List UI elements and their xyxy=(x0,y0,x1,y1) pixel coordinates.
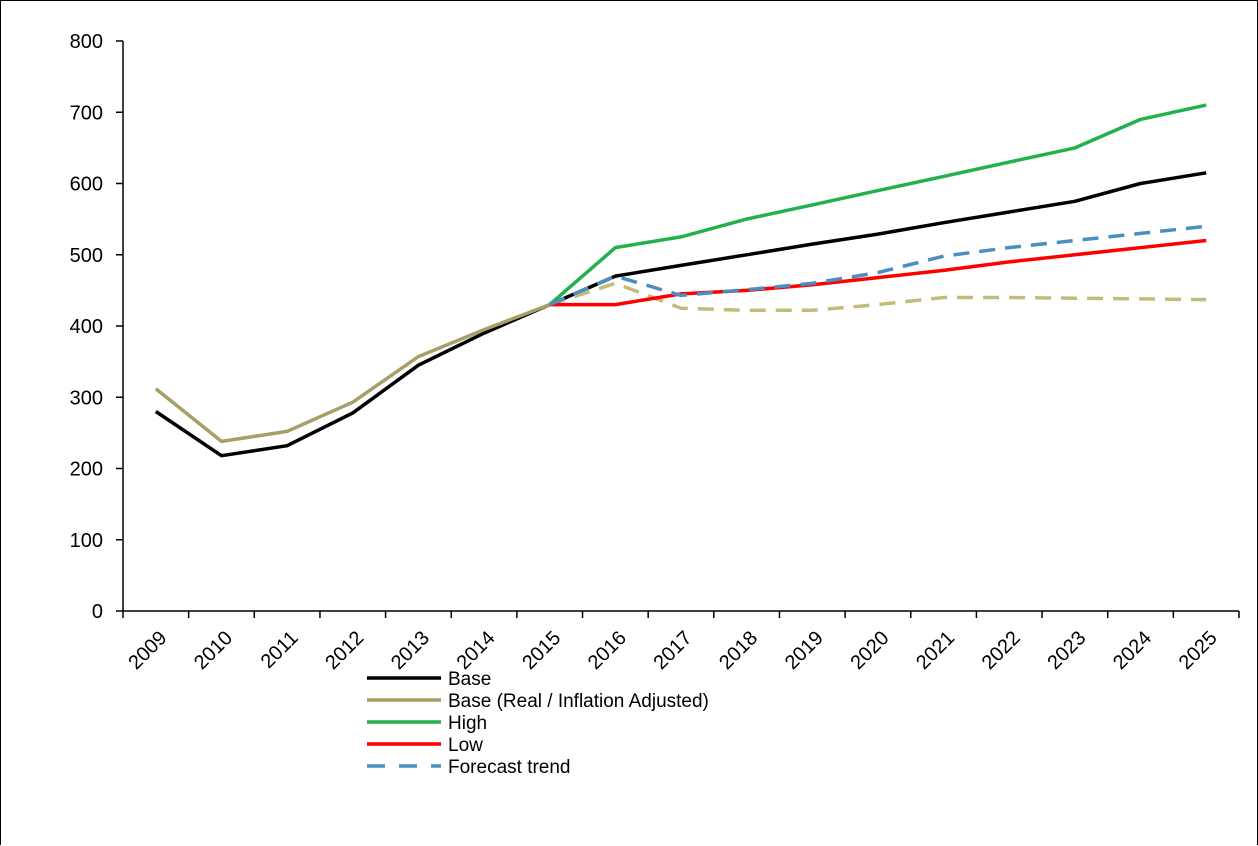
y-tick-label: 400 xyxy=(70,316,103,338)
legend-label: Forecast trend xyxy=(448,757,571,778)
x-tick-label: 2016 xyxy=(584,627,631,674)
x-tick-label: 2025 xyxy=(1175,627,1222,674)
x-tick-label: 2022 xyxy=(978,627,1025,674)
x-tick-label: 2019 xyxy=(781,627,828,674)
y-tick-label: 800 xyxy=(70,31,103,53)
series-line-base xyxy=(154,171,1207,458)
x-tick-label: 2023 xyxy=(1043,627,1090,674)
y-tick-label: 600 xyxy=(70,174,103,196)
x-tick-label: 2012 xyxy=(321,627,368,674)
y-tick-label: 100 xyxy=(70,530,103,552)
y-tick-label: 0 xyxy=(92,601,103,623)
series-line-base-real-inflation-adjusted xyxy=(154,302,551,444)
x-tick-label: 2020 xyxy=(846,627,893,674)
x-tick-label: 2014 xyxy=(453,627,500,674)
axes: 0 100 200 300 400 500 600 700 800 2009 2010 2011 201… xyxy=(70,31,1240,674)
legend-label: Base xyxy=(448,669,491,690)
y-tick-label: 700 xyxy=(70,102,103,124)
series-lines xyxy=(154,103,1207,458)
series-line-series-2 xyxy=(549,281,1207,313)
legend-label: High xyxy=(448,713,487,734)
y-tick-label: 200 xyxy=(70,459,103,481)
y-tick-label: 300 xyxy=(70,387,103,409)
legend-label: Low xyxy=(448,735,483,756)
series-line-high xyxy=(548,103,1207,306)
x-tick-label: 2017 xyxy=(650,627,697,674)
legend-label: Base (Real / Inflation Adjusted) xyxy=(448,691,709,712)
x-tick-label: 2013 xyxy=(387,627,434,674)
x-tick-label: 2011 xyxy=(257,627,303,673)
x-tick-label: 2015 xyxy=(518,627,565,674)
series-line-low xyxy=(549,238,1207,307)
x-tick-label: 2021 xyxy=(912,627,959,674)
x-tick-label: 2010 xyxy=(190,627,237,674)
x-tick-label: 2009 xyxy=(124,627,171,674)
x-tick-label: 2024 xyxy=(1109,627,1156,674)
x-tick-label: 2018 xyxy=(715,627,762,674)
y-tick-label: 500 xyxy=(70,245,103,267)
series-line-forecast-trend xyxy=(549,224,1207,307)
